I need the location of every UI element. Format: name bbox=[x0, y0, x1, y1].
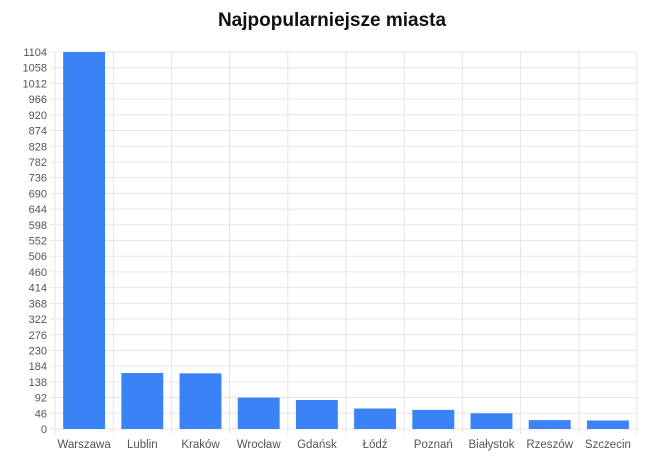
y-tick-label: 1104 bbox=[23, 47, 47, 59]
y-tick-label: 368 bbox=[29, 298, 47, 310]
x-tick-label: Warszawa bbox=[57, 439, 111, 451]
y-tick-label: 552 bbox=[29, 236, 47, 248]
x-tick-label: Lublin bbox=[127, 439, 158, 451]
y-tick-label: 460 bbox=[29, 267, 47, 279]
bar bbox=[528, 420, 571, 429]
bar bbox=[354, 408, 397, 429]
y-tick-label: 92 bbox=[35, 393, 47, 405]
x-tick-label: Łódź bbox=[363, 439, 388, 451]
y-tick-label: 874 bbox=[29, 126, 47, 138]
chart-title: Najpopularniejsze miasta bbox=[217, 10, 447, 31]
bar bbox=[470, 413, 513, 429]
bar bbox=[237, 397, 280, 429]
bar bbox=[179, 373, 222, 429]
x-tick-label: Szczecin bbox=[585, 439, 631, 451]
y-tick-label: 1012 bbox=[23, 78, 47, 90]
y-tick-label: 920 bbox=[29, 110, 47, 122]
y-tick-label: 828 bbox=[29, 141, 47, 153]
y-tick-label: 414 bbox=[29, 283, 47, 295]
x-tick-label: Poznań bbox=[414, 439, 453, 451]
x-tick-label: Białystok bbox=[468, 439, 514, 451]
y-tick-label: 966 bbox=[29, 94, 47, 106]
bar bbox=[63, 52, 106, 429]
y-tick-label: 736 bbox=[29, 173, 47, 185]
y-tick-label: 276 bbox=[29, 330, 47, 342]
y-tick-label: 506 bbox=[29, 251, 47, 263]
bar bbox=[295, 399, 338, 429]
y-tick-label: 0 bbox=[41, 424, 47, 436]
x-tick-label: Kraków bbox=[181, 439, 220, 451]
y-tick-label: 644 bbox=[29, 204, 47, 216]
bar bbox=[586, 420, 629, 429]
y-tick-label: 184 bbox=[29, 361, 47, 373]
bar bbox=[121, 372, 164, 429]
x-tick-label: Wrocław bbox=[237, 439, 282, 451]
x-tick-label: Rzeszów bbox=[526, 439, 573, 451]
y-tick-label: 230 bbox=[29, 345, 47, 357]
y-tick-label: 598 bbox=[29, 220, 47, 232]
bar bbox=[412, 409, 455, 429]
y-tick-label: 46 bbox=[35, 408, 47, 420]
y-tick-label: 1058 bbox=[23, 63, 47, 75]
y-tick-label: 782 bbox=[29, 157, 47, 169]
x-tick-label: Gdańsk bbox=[297, 439, 337, 451]
y-tick-label: 138 bbox=[29, 377, 47, 389]
y-tick-label: 690 bbox=[29, 188, 47, 200]
y-tick-label: 322 bbox=[29, 314, 47, 326]
